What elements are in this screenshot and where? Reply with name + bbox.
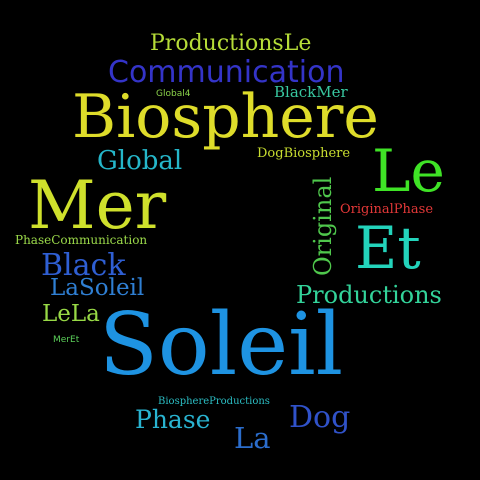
word-mer: Mer bbox=[28, 167, 167, 244]
word-phasecommunication: PhaseCommunication bbox=[15, 233, 148, 247]
word-meret: MerEt bbox=[53, 335, 80, 345]
word-lasoleil: LaSoleil bbox=[50, 275, 145, 301]
word-la: La bbox=[234, 421, 271, 455]
word-original: Original bbox=[309, 176, 337, 276]
word-originalphase: OriginalPhase bbox=[340, 202, 434, 217]
word-dogbiosphere: DogBiosphere bbox=[257, 146, 351, 161]
word-productions: Productions bbox=[296, 281, 442, 309]
word-phase: Phase bbox=[135, 405, 211, 434]
word-global4: Global4 bbox=[156, 89, 191, 99]
word-lela: LeLa bbox=[42, 301, 100, 327]
word-black: Black bbox=[41, 248, 126, 283]
word-soleil: Soleil bbox=[99, 295, 344, 395]
word-biosphere: Biosphere bbox=[72, 82, 379, 152]
word-communication: Communication bbox=[108, 55, 345, 90]
word-dog: Dog bbox=[289, 400, 351, 435]
word-le: Le bbox=[372, 137, 445, 205]
word-global: Global bbox=[97, 146, 183, 176]
word-blackmer: BlackMer bbox=[274, 83, 348, 101]
word-productionsle: ProductionsLe bbox=[150, 31, 312, 56]
word-et: Et bbox=[355, 214, 421, 282]
word-biosphereproductions: BiosphereProductions bbox=[158, 396, 270, 407]
